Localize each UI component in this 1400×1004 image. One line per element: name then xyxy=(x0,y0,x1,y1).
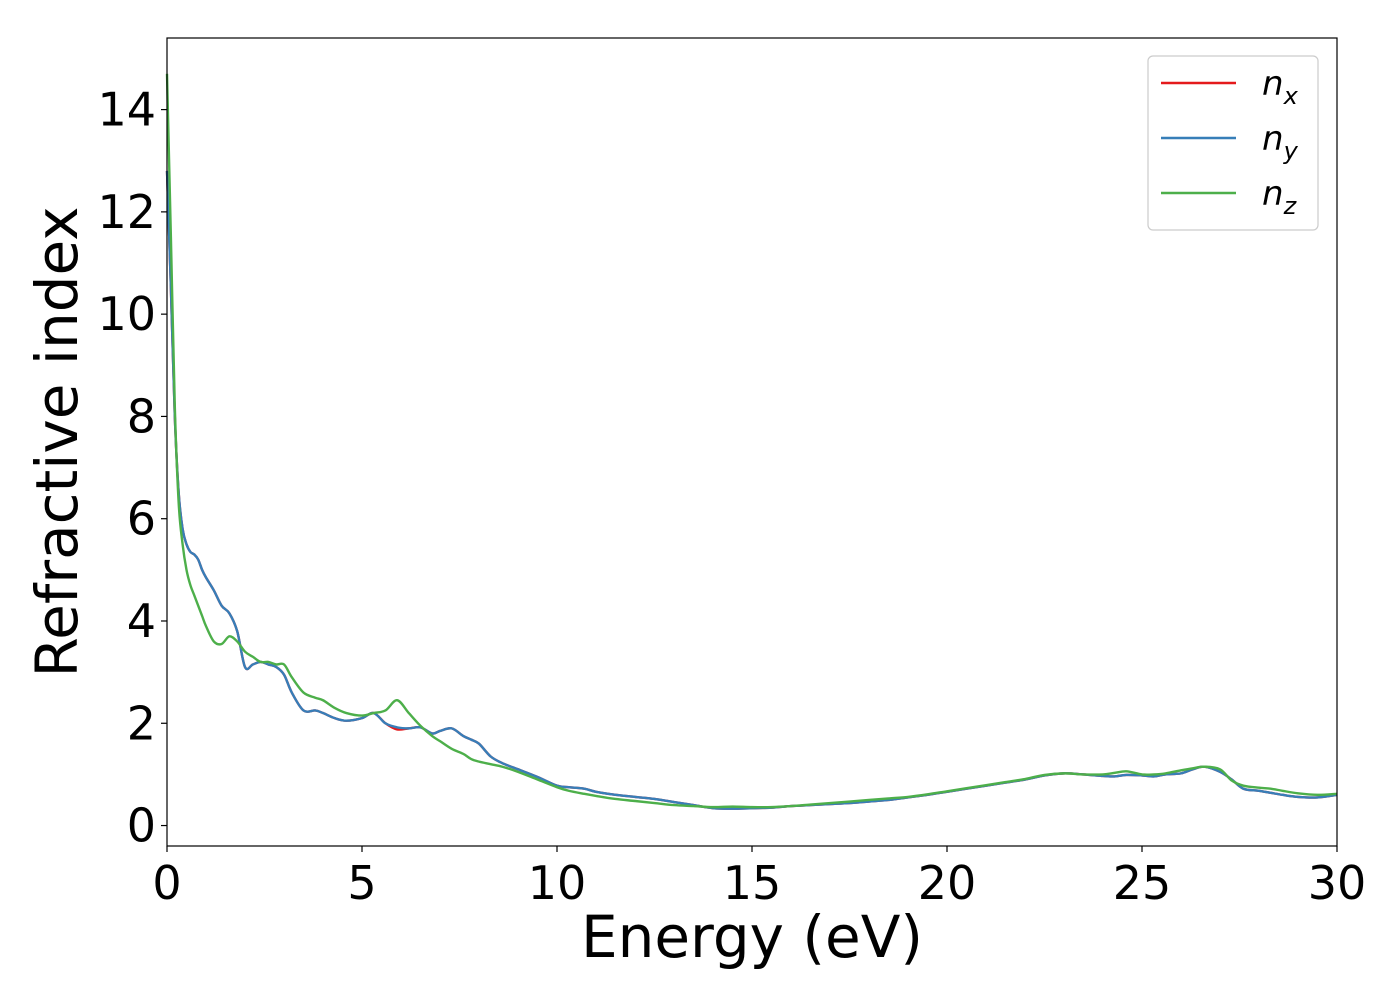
x-tick-label: 10 xyxy=(528,856,587,910)
y-tick-label: 0 xyxy=(127,799,156,853)
y-tick-label: 14 xyxy=(97,83,156,137)
y-ticks: 0 2 4 6 8 10 12 14 xyxy=(97,83,167,853)
series-line-ny xyxy=(165,170,1338,810)
series-line-nz xyxy=(165,73,1338,809)
plot-area xyxy=(167,38,1337,846)
legend-label-y: ny xyxy=(1262,119,1299,165)
x-ticks: 0 5 10 15 20 25 30 xyxy=(152,846,1366,910)
y-tick-label: 2 xyxy=(127,696,156,750)
x-tick-label: 25 xyxy=(1113,856,1172,910)
y-tick-label: 6 xyxy=(127,492,156,546)
x-tick-label: 15 xyxy=(723,856,782,910)
x-tick-label: 5 xyxy=(347,856,376,910)
x-axis-label: Energy (eV) xyxy=(581,903,923,971)
y-tick-label: 8 xyxy=(127,389,156,443)
x-tick-label: 30 xyxy=(1308,856,1367,910)
x-tick-label: 0 xyxy=(152,856,181,910)
y-tick-label: 10 xyxy=(97,287,156,341)
y-axis-label: Refractive index xyxy=(23,206,91,677)
x-tick-label: 20 xyxy=(918,856,977,910)
legend-label-x: nx xyxy=(1262,64,1299,110)
y-tick-label: 4 xyxy=(127,594,156,648)
y-tick-label: 12 xyxy=(97,185,156,239)
legend-box xyxy=(1147,55,1319,231)
series-group xyxy=(165,73,1338,810)
legend: nx ny nz xyxy=(1147,55,1319,231)
legend-label-z: nz xyxy=(1262,174,1298,220)
